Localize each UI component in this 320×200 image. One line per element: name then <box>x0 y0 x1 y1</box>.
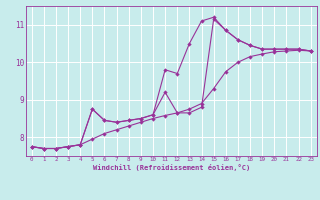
X-axis label: Windchill (Refroidissement éolien,°C): Windchill (Refroidissement éolien,°C) <box>92 164 250 171</box>
